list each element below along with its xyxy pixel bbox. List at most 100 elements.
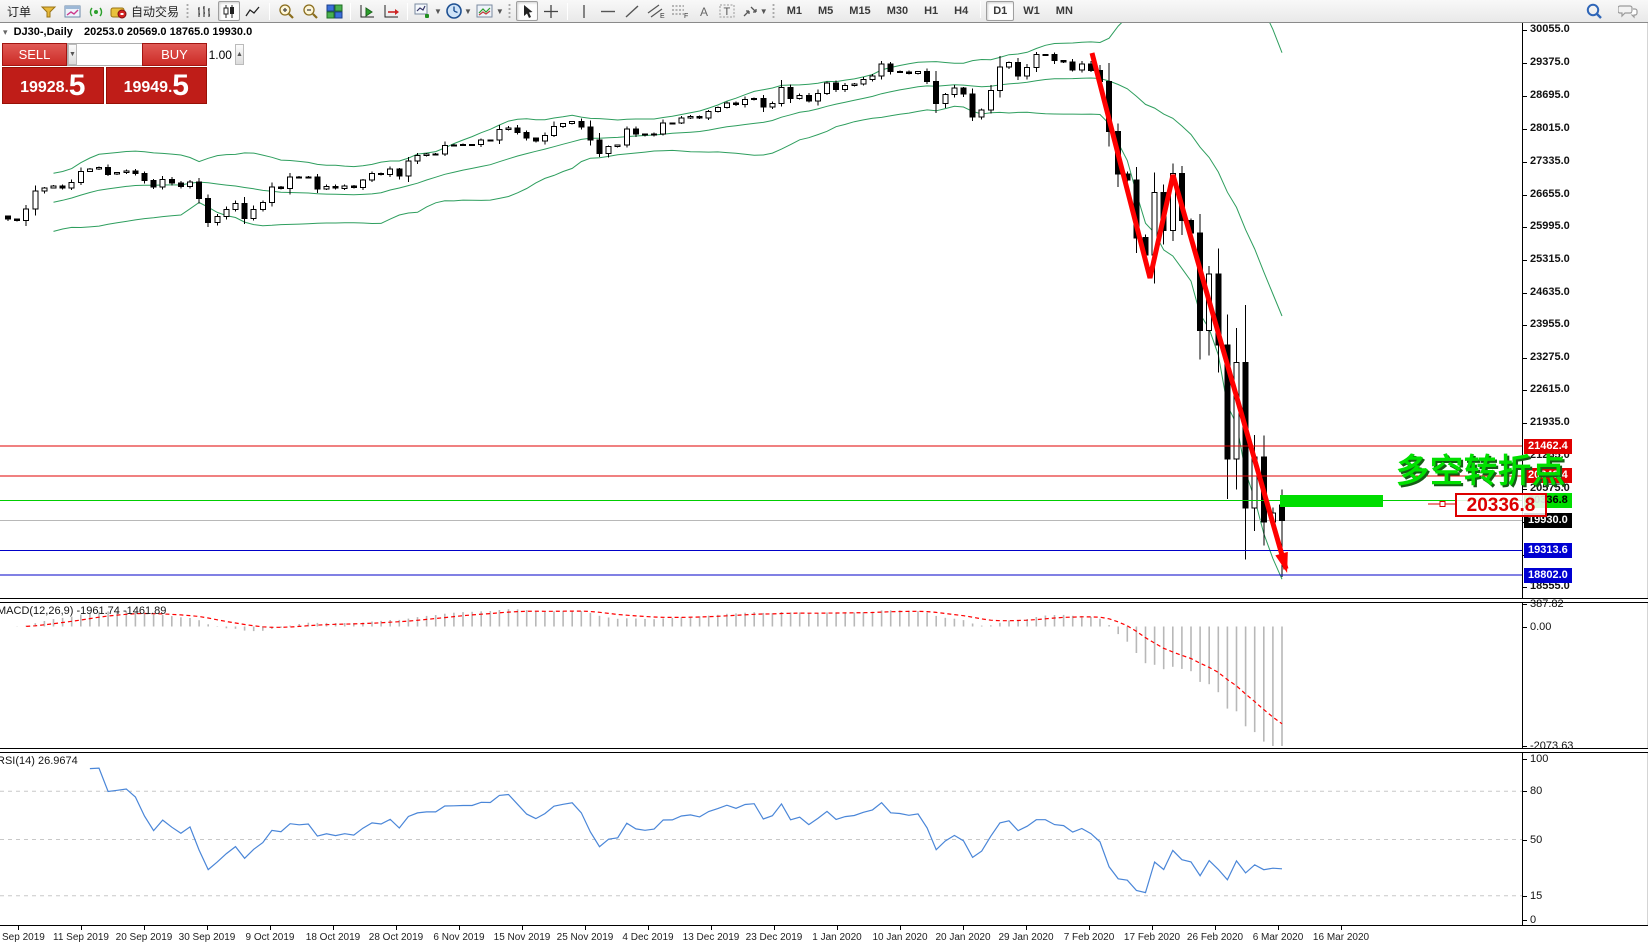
date-axis-tick — [270, 926, 271, 930]
sell-label: SELL — [18, 47, 51, 62]
timeframe-h1[interactable]: H1 — [924, 5, 939, 17]
date-axis-tick — [1152, 926, 1153, 930]
price-axis-label: 24635.0 — [1530, 285, 1570, 298]
volume-down-stepper[interactable]: ▼ — [68, 44, 77, 65]
ohlc-values: 20253.0 20569.0 18765.0 19930.0 — [83, 26, 253, 38]
macd-axis-tick — [1523, 746, 1527, 747]
panel-separator[interactable] — [0, 598, 1648, 603]
chart-shift-icon[interactable] — [380, 1, 402, 21]
cursor-icon[interactable] — [515, 1, 538, 21]
price-chart-canvas[interactable] — [0, 23, 1522, 598]
dropdown-caret: ▼ — [463, 6, 472, 16]
turning-point-annotation[interactable]: 多空转折点 — [1396, 452, 1566, 489]
rsi-axis-tick — [1523, 791, 1527, 793]
price-axis-label: 28695.0 — [1530, 88, 1570, 101]
sell-price-quote[interactable]: 19928. 5 — [2, 67, 104, 104]
date-axis-tick — [963, 926, 964, 930]
fibonacci-icon[interactable]: F — [669, 1, 691, 21]
timeframe-w1[interactable]: W1 — [1023, 5, 1040, 17]
price-axis-label: 28015.0 — [1530, 121, 1570, 134]
macd-axis[interactable]: 387.82 0.00 -2073.63 — [1522, 598, 1648, 752]
line-chart-icon[interactable] — [242, 1, 264, 21]
zoom-out-icon[interactable] — [299, 1, 321, 21]
price-axis-tick — [1523, 62, 1527, 64]
toolbar-separator — [269, 2, 271, 20]
date-axis-tick — [837, 926, 838, 930]
toolbar-separator — [407, 2, 409, 20]
price-callout-label[interactable]: 20336.8 — [1455, 493, 1547, 517]
signals-icon[interactable] — [85, 1, 107, 21]
timeframe-mn[interactable]: MN — [1055, 5, 1073, 17]
arrows-shapes-dropdown[interactable]: ▼ — [741, 1, 769, 21]
market-icon[interactable] — [37, 1, 59, 21]
date-axis-tick — [1026, 926, 1027, 930]
candlestick-icon[interactable] — [218, 1, 241, 21]
macd-canvas[interactable] — [0, 603, 1522, 748]
toolbar-separator — [350, 2, 352, 20]
symbol-period-label: DJ30-,Daily — [13, 26, 73, 38]
auto-scroll-icon[interactable] — [356, 1, 378, 21]
crosshair-icon[interactable] — [540, 1, 562, 21]
svg-text:A: A — [700, 5, 708, 19]
price-axis-tick — [1523, 128, 1527, 130]
price-axis-tick — [1523, 358, 1527, 360]
date-axis[interactable]: Sep 2019 11 Sep 2019 20 Sep 2019 30 Sep 201… — [0, 926, 1648, 946]
text-tool-icon[interactable]: A — [693, 1, 715, 21]
date-axis-label: 23 Dec 2019 — [745, 932, 803, 943]
volume-up-stepper[interactable]: ▲ — [234, 44, 244, 65]
rsi-axis-tick — [1523, 920, 1527, 921]
chat-icon[interactable] — [1617, 1, 1639, 21]
date-axis-tick — [774, 926, 775, 930]
autotrading-button[interactable]: 自动交易 — [109, 1, 183, 21]
timeframe-m1[interactable]: M1 — [786, 5, 802, 17]
macd-label: MACD(12,26,9) -1961.74 -1461.89 — [0, 605, 167, 617]
new-order-button[interactable]: 订单 — [3, 1, 35, 21]
trendline-icon[interactable] — [621, 1, 643, 21]
rsi-axis[interactable]: 100 80 50 15 0 — [1522, 753, 1648, 926]
date-axis-label: 15 Nov 2019 — [493, 932, 551, 943]
price-axis-tick — [1523, 587, 1527, 588]
price-chart-panel: 30055.0 29375.0 28695.0 28015.0 27335.0 26655… — [0, 23, 1648, 598]
buy-button[interactable]: BUY — [142, 43, 207, 66]
timeframe-m5[interactable]: M5 — [818, 5, 834, 17]
dropdown-caret: ▼ — [495, 6, 504, 16]
price-axis-tick — [1523, 292, 1527, 294]
one-click-trade-panel: SELL ▼ ▲ BUY 19928.5 19949.5 — [2, 43, 244, 104]
metaeditor-icon[interactable] — [61, 1, 83, 21]
timeframe-h4[interactable]: H4 — [954, 5, 969, 17]
panel-separator[interactable] — [0, 748, 1648, 753]
zoom-in-icon[interactable] — [275, 1, 297, 21]
templates-dropdown[interactable]: ▼ — [475, 1, 505, 21]
date-axis-tick — [18, 926, 19, 930]
timeframe-d1[interactable]: D1 — [986, 1, 1015, 21]
date-axis-tick — [522, 926, 523, 930]
price-axis-label: 21935.0 — [1530, 416, 1570, 429]
volume-control: ▼ ▲ — [67, 43, 244, 66]
macd-axis-tick — [1523, 604, 1527, 605]
periods-dropdown[interactable]: ▼ — [445, 1, 473, 21]
sell-button[interactable]: SELL — [2, 43, 67, 66]
buy-price-quote[interactable]: 19949. 5 — [105, 67, 207, 104]
new-chart-dropdown[interactable]: ▼ — [413, 1, 443, 21]
tile-windows-icon[interactable] — [323, 1, 345, 21]
date-axis-label: 29 Jan 2020 — [998, 932, 1054, 943]
date-axis-label: 18 Oct 2019 — [305, 932, 361, 943]
vertical-line-icon[interactable] — [573, 1, 595, 21]
equidistant-channel-icon[interactable]: E — [645, 1, 667, 21]
timeframe-m30[interactable]: M30 — [886, 5, 909, 17]
price-axis-tick — [1523, 30, 1527, 31]
date-axis-label: 4 Dec 2019 — [622, 932, 674, 943]
search-icon[interactable] — [1583, 1, 1605, 21]
chart-menu-icon[interactable]: ▾ — [3, 27, 8, 37]
sell-price-main: 19928 — [20, 79, 65, 96]
rsi-canvas[interactable] — [0, 753, 1522, 926]
date-axis-label: 20 Sep 2019 — [115, 932, 173, 943]
date-axis-label: 25 Nov 2019 — [556, 932, 614, 943]
new-order-label: 订单 — [7, 4, 32, 19]
timeframe-m15[interactable]: M15 — [849, 5, 871, 17]
bar-chart-icon[interactable] — [194, 1, 216, 21]
horizontal-line-icon[interactable] — [597, 1, 619, 21]
date-axis-label: Sep 2019 — [2, 932, 45, 943]
rsi-axis-label: 50 — [1530, 833, 1543, 846]
text-label-icon[interactable]: T — [717, 1, 739, 21]
